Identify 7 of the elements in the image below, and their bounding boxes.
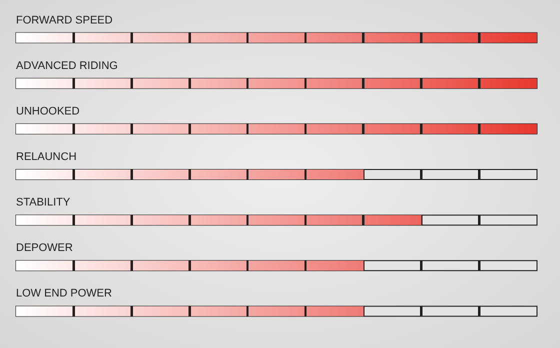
y-tick-label: RELAUNCH [16, 151, 77, 163]
y-tick-label: DEPOWER [16, 242, 73, 254]
y-tick-label: ADVANCED RIDING [16, 60, 118, 72]
y-tick-label: LOW END POWER [16, 288, 112, 300]
y-tick-label: FORWARD SPEED [16, 14, 113, 26]
y-tick-label: UNHOOKED [16, 105, 80, 118]
y-tick-label: STABILITY [16, 196, 71, 209]
